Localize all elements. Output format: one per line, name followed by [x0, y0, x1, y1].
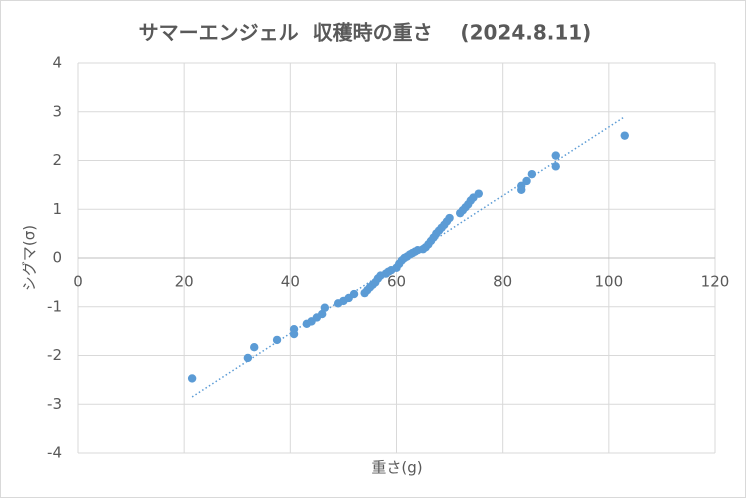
data-point	[522, 176, 531, 186]
y-tick-label: -4	[47, 444, 62, 462]
data-point	[445, 213, 454, 223]
x-tick-label: 0	[73, 273, 83, 291]
y-tick-label: 3	[52, 102, 62, 120]
data-point	[551, 162, 560, 171]
x-tick-label: 40	[281, 273, 300, 291]
y-axis-label: シグマ(σ)	[21, 225, 39, 291]
y-tick-label: -1	[47, 297, 62, 315]
x-tick-label: 60	[387, 273, 406, 291]
x-tick-label: 120	[701, 273, 730, 291]
x-tick-label: 100	[595, 273, 624, 291]
y-tick-label: -2	[47, 346, 62, 364]
data-point	[243, 353, 253, 363]
data-point	[187, 374, 197, 383]
data-point	[620, 131, 629, 140]
chart-title: サマーエンジェル 収穫時の重さ (2024.8.11)	[139, 21, 592, 45]
data-point	[320, 303, 330, 312]
data-point	[349, 289, 359, 299]
data-point	[317, 309, 327, 319]
x-axis-label: 重さ(g)	[371, 459, 422, 477]
y-tick-label: 2	[52, 151, 62, 169]
data-point	[527, 169, 537, 179]
data-point	[517, 181, 526, 191]
y-tick-label: 0	[52, 249, 62, 267]
data-point	[474, 189, 483, 198]
x-tick-label: 80	[493, 273, 512, 291]
y-tick-label: -3	[47, 395, 62, 413]
x-tick-label: 20	[175, 273, 194, 291]
data-point	[250, 343, 259, 352]
y-tick-label: 4	[52, 54, 62, 72]
data-point	[289, 329, 299, 339]
y-tick-label: 1	[52, 200, 62, 218]
data-point	[272, 335, 282, 345]
data-point	[551, 151, 560, 160]
